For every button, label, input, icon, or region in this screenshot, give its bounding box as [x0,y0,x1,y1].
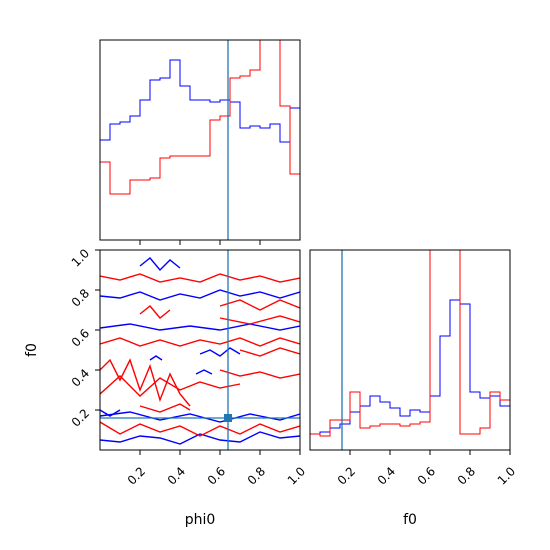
contour-16 [139,305,171,319]
contour-3 [100,289,300,301]
joint-ytick-label-3: 0.8 [69,286,92,309]
contour-19 [139,403,191,413]
joint-ytick-label-4: 1.0 [69,246,92,269]
joint-xtick-label-4: 1.0 [285,464,308,487]
joint-xtick-label-3: 0.8 [245,464,268,487]
contour-13 [100,337,300,347]
f0-xtick-label-1: 0.4 [375,464,398,487]
contour-11 [100,375,241,397]
phi0-marginal-frame [99,39,301,241]
f0-marginal-panel: 0.2 0.4 0.6 0.8 1.0 f0 [309,249,518,528]
joint-truth-marker [224,414,232,422]
f0-xtick-label-4: 1.0 [495,464,518,487]
contour-4 [139,257,181,272]
f0-xtick-label-2: 0.6 [415,464,438,487]
f0-hist-series-1 [310,250,510,437]
joint-xtick-label-2: 0.6 [205,464,228,487]
f0-hist-series-0 [310,299,510,435]
contour-7 [195,369,213,375]
contour-18 [239,347,300,357]
contour-15 [219,315,300,325]
phi0-marginal-panel [99,39,301,245]
joint-frame [99,249,301,451]
contour-8 [100,409,121,417]
contour-12 [100,273,300,283]
contour-5 [199,347,241,357]
joint-xtick-label-0: 0.2 [125,464,148,487]
f0-xtick-label-0: 0.2 [335,464,358,487]
contour-6 [149,355,163,361]
f0-xtick-label-3: 0.8 [455,464,478,487]
contour-10 [100,358,191,407]
contour-14 [219,299,300,311]
contour-9 [100,421,300,437]
contour-17 [219,369,300,379]
joint-xtick-label-1: 0.4 [165,464,188,487]
phi0-hist-series-0 [100,59,300,143]
x-axis-label-phi0: phi0 [185,512,216,528]
contour-0 [100,431,300,445]
y-axis-label-f0: f0 [24,343,40,357]
f0-marginal-frame [309,249,511,451]
contour-1 [100,411,300,423]
x-axis-label-f0: f0 [403,512,417,528]
phi0-hist-series-1 [100,40,300,195]
joint-ytick-label-0: 0.2 [69,406,92,429]
joint-ytick-label-2: 0.6 [69,326,92,349]
contour-2 [100,323,300,331]
joint-ytick-label-1: 0.4 [69,366,92,389]
joint-panel: 0.2 0.4 0.6 0.8 1.0 0.2 0.4 0.6 0.8 1.0 phi0 f0 [24,246,308,528]
